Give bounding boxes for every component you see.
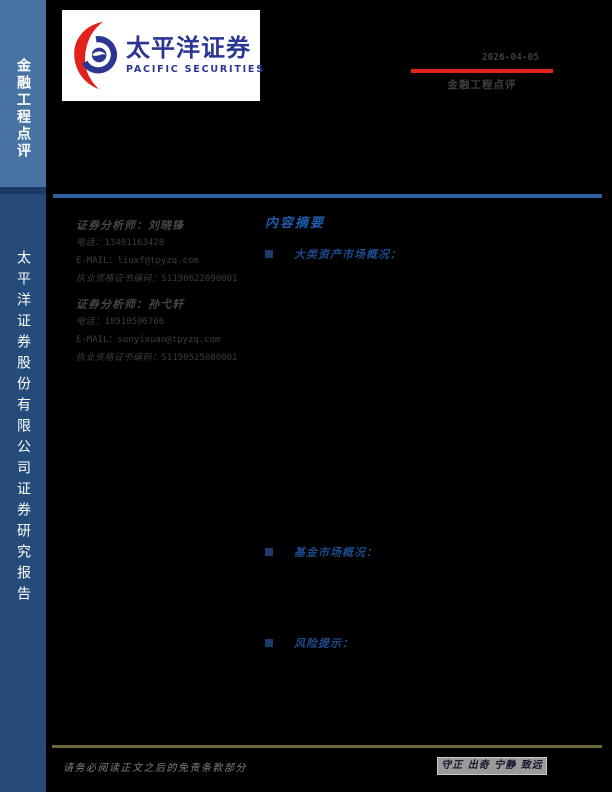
footer-disclaimer: 请务必阅读正文之后的免责条款部分	[63, 763, 247, 774]
analyst-block-1: 证券分析师：刘晓锋 电话：13401163428 E-MAIL：liuxf@tp…	[76, 217, 276, 288]
pacific-securities-logo-icon	[74, 21, 118, 89]
report-date: 2026-04-05	[481, 52, 539, 63]
header-red-rule	[411, 69, 553, 73]
analyst-phone-row: 电话：13401163428	[76, 234, 276, 252]
email-value: sunyixuan@tpyzq.com	[117, 335, 221, 345]
summary-bullet-asset-markets: 大类资产市场概况：	[265, 246, 402, 262]
analyst-cert-row: 执业资格证书编码：S1190525080001	[76, 349, 276, 367]
logo-company-name-cn: 太平洋证券	[126, 33, 251, 62]
analyst-role-and-name: 证券分析师：刘晓锋	[76, 217, 276, 234]
cert-value: S1190622090001	[161, 274, 238, 284]
sidebar-top-section: 金融工程点评	[0, 0, 46, 187]
footer-rule	[52, 745, 602, 748]
bullet-label: 风险提示：	[294, 637, 354, 650]
logo-text: 太平洋证券 PACIFIC SECURITIES	[126, 33, 265, 76]
phone-label: 电话：	[76, 317, 105, 327]
summary-title: 内容摘要	[265, 216, 326, 231]
phone-value: 18910596766	[104, 317, 165, 327]
cert-label: 执业资格证书编码：	[76, 274, 162, 284]
phone-label: 电话：	[76, 238, 105, 248]
analyst-role-and-name: 证券分析师：孙弋轩	[76, 296, 276, 313]
bullet-square-icon	[265, 250, 273, 258]
analyst-email-row: E-MAIL：liuxf@tpyzq.com	[76, 252, 276, 270]
analyst-role-label: 证券分析师：	[76, 298, 148, 311]
analyst-cert-row: 执业资格证书编码：S1190622090001	[76, 270, 276, 288]
cert-label: 执业资格证书编码：	[76, 353, 162, 363]
analyst-name: 孙弋轩	[148, 298, 184, 311]
analyst-name: 刘晓锋	[148, 219, 184, 232]
sidebar-bottom-section: 太平洋证券股份有限公司证券研究报告	[0, 194, 46, 792]
analyst-phone-row: 电话：18910596766	[76, 313, 276, 331]
header-blue-rule	[53, 194, 602, 198]
bullet-label: 基金市场概况：	[294, 546, 378, 559]
summary-bullet-fund-market: 基金市场概况：	[265, 544, 378, 560]
email-label: E-MAIL：	[76, 256, 118, 266]
sidebar-divider	[0, 187, 46, 194]
phone-value: 13401163428	[104, 238, 165, 248]
cert-value: S1190525080001	[161, 353, 238, 363]
company-logo: 太平洋证券 PACIFIC SECURITIES	[62, 10, 263, 101]
email-label: E-MAIL：	[76, 335, 118, 345]
bullet-label: 大类资产市场概况：	[294, 248, 402, 261]
logo-company-name-en: PACIFIC SECURITIES	[126, 64, 265, 76]
report-category: 金融工程点评	[447, 79, 517, 91]
analyst-role-label: 证券分析师：	[76, 219, 148, 232]
footer-motto: 守正 出奇 宁静 致远	[437, 757, 547, 775]
sidebar-report-type-label: 金融工程点评	[15, 58, 31, 160]
bullet-square-icon	[265, 639, 273, 647]
bullet-square-icon	[265, 548, 273, 556]
sidebar-company-label: 太平洋证券股份有限公司证券研究报告	[15, 250, 31, 607]
email-value: liuxf@tpyzq.com	[117, 256, 199, 266]
sidebar: 金融工程点评 太平洋证券股份有限公司证券研究报告	[0, 0, 46, 792]
analyst-email-row: E-MAIL：sunyixuan@tpyzq.com	[76, 331, 276, 349]
analyst-block-2: 证券分析师：孙弋轩 电话：18910596766 E-MAIL：sunyixua…	[76, 296, 276, 367]
summary-bullet-risk-warning: 风险提示：	[265, 635, 354, 651]
